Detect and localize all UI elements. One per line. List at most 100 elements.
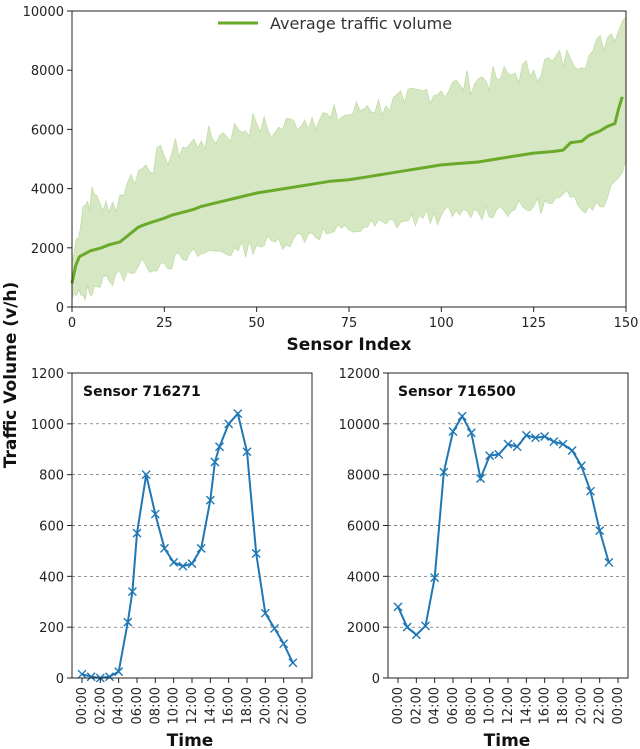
data-marker	[466, 428, 476, 438]
x-tick-label: 18:00	[556, 687, 571, 724]
data-marker	[439, 467, 449, 477]
y-tick-label: 6000	[347, 520, 380, 535]
x-tick-label: 12:00	[501, 687, 516, 724]
data-marker	[224, 419, 234, 429]
x-tick-label: 0	[68, 316, 76, 331]
x-tick-label: 14:00	[519, 687, 534, 724]
data-marker	[114, 667, 124, 677]
x-tick-label: 25	[156, 316, 173, 331]
top-xlabel: Sensor Index	[286, 335, 411, 355]
x-tick-label: 04:00	[112, 687, 127, 724]
y-tick-label: 10000	[339, 418, 380, 433]
legend-label: Average traffic volume	[270, 14, 452, 33]
x-tick-label: 50	[248, 316, 265, 331]
data-marker	[160, 543, 169, 553]
y-tick-label: 4000	[31, 183, 64, 198]
x-tick-label: 12:00	[185, 687, 200, 724]
data-marker	[210, 457, 220, 467]
x-tick-label: 14:00	[203, 687, 218, 724]
br-xlabel: Time	[484, 731, 531, 749]
x-tick-label: 16:00	[222, 687, 237, 724]
x-tick-label: 16:00	[538, 687, 553, 724]
data-marker	[558, 439, 568, 449]
x-tick-label: 125	[521, 316, 546, 331]
y-tick-label: 1200	[31, 367, 64, 382]
y-tick-label: 200	[39, 621, 64, 636]
x-tick-label: 10:00	[483, 687, 498, 724]
y-tick-label: 0	[372, 672, 380, 687]
data-marker	[123, 617, 133, 627]
bl-xlabel: Time	[167, 731, 214, 749]
data-marker	[288, 658, 298, 668]
data-marker	[242, 447, 252, 457]
sensor-716271-line	[81, 411, 294, 680]
data-marker	[215, 442, 224, 452]
x-tick-label: 02:00	[409, 687, 424, 724]
data-marker	[402, 622, 412, 632]
bl-sensor-title: Sensor 716271	[83, 384, 201, 400]
data-marker	[604, 557, 614, 567]
data-marker	[540, 432, 550, 442]
y-tick-label: 4000	[347, 570, 380, 585]
data-marker	[196, 543, 206, 553]
data-marker	[86, 672, 96, 682]
br-sensor-title: Sensor 716500	[398, 384, 516, 400]
y-tick-label: 0	[56, 301, 64, 316]
data-marker	[127, 587, 137, 597]
legend: Average traffic volume	[218, 14, 452, 33]
data-marker	[457, 411, 467, 421]
data-marker	[187, 559, 197, 569]
data-marker	[567, 446, 577, 456]
y-tick-label: 0	[56, 672, 64, 687]
y-tick-label: 2000	[31, 242, 64, 257]
data-marker	[279, 639, 289, 649]
br-grid	[388, 423, 628, 628]
data-marker	[411, 630, 421, 640]
y-tick-label: 8000	[31, 64, 64, 79]
data-marker	[586, 486, 595, 496]
x-tick-label: 20:00	[574, 687, 589, 724]
x-tick-label: 00:00	[75, 687, 90, 724]
data-marker	[521, 430, 531, 440]
sensor-716500-markers	[393, 411, 614, 640]
data-marker	[494, 449, 504, 459]
data-marker	[178, 561, 188, 571]
y-tick-label: 1000	[31, 418, 64, 433]
x-tick-label: 18:00	[240, 687, 255, 724]
top-chart: 0 25 50 75 100 125 150 0 2000 4000 6000 8000 10000 A…	[23, 5, 639, 355]
data-marker	[476, 473, 485, 483]
data-marker	[430, 573, 440, 583]
sensor-716271-markers	[77, 409, 298, 683]
y-tick-label: 800	[39, 469, 64, 484]
x-tick-label: 00:00	[611, 687, 626, 724]
x-tick-label: 08:00	[464, 687, 479, 724]
y-tick-label: 6000	[31, 123, 64, 138]
data-marker	[169, 557, 179, 567]
y-tick-label: 12000	[339, 367, 380, 382]
data-marker	[595, 526, 605, 536]
x-tick-label: 02:00	[93, 687, 108, 724]
data-marker	[270, 623, 279, 633]
y-tick-label: 10000	[23, 5, 64, 20]
data-marker	[485, 451, 495, 461]
x-tick-label: 10:00	[167, 687, 182, 724]
data-marker	[260, 608, 270, 618]
data-marker	[448, 426, 458, 436]
x-tick-label: 06:00	[130, 687, 145, 724]
x-tick-label: 06:00	[446, 687, 461, 724]
average-line	[70, 96, 624, 284]
data-marker	[77, 669, 87, 679]
y-tick-label: 400	[39, 570, 64, 585]
x-tick-label: 75	[341, 316, 358, 331]
top-axis-ticks: 0 25 50 75 100 125 150 0 2000 4000 6000 8000 10000	[23, 5, 639, 331]
x-tick-label: 22:00	[593, 687, 608, 724]
x-tick-label: 00:00	[391, 687, 406, 724]
data-marker	[205, 495, 215, 505]
data-marker	[233, 409, 243, 419]
shared-ylabel: Traffic Volume (v/h)	[1, 282, 21, 468]
data-marker	[549, 437, 559, 447]
data-marker	[576, 461, 586, 471]
